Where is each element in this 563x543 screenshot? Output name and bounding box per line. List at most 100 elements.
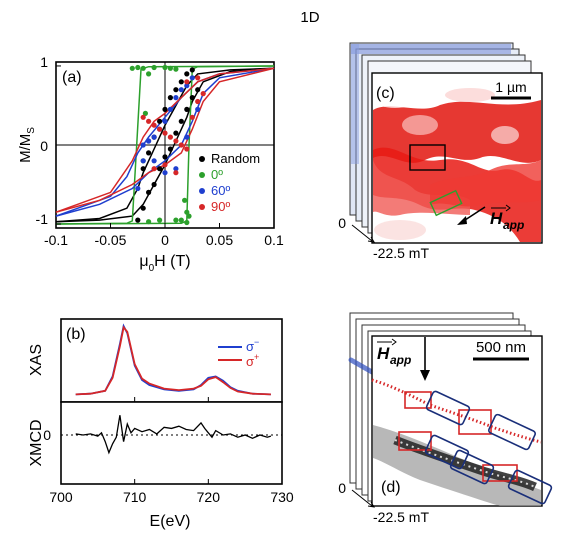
- data-point: [151, 64, 157, 71]
- panel-d-image-stack: 500 nm H app (d) 0 -22.5 mT: [338, 312, 553, 525]
- data-point: [146, 219, 152, 225]
- y-tick-label: -1: [36, 211, 49, 227]
- panel-d-arrowhead-icon: [420, 370, 430, 381]
- legend-sigma-minus: σ−: [246, 337, 259, 354]
- panel-a-xlabel: μ0H (T): [139, 253, 190, 274]
- data-point: [151, 134, 157, 140]
- data-point: [146, 138, 152, 144]
- legend-marker: [199, 172, 205, 178]
- panel-b-ylabel-xas: XAS: [28, 344, 45, 376]
- data-point: [189, 67, 195, 73]
- svg-text:app: app: [390, 353, 411, 367]
- x-tick-label: 0.05: [206, 232, 233, 248]
- data-point: [184, 134, 190, 140]
- data-point: [173, 138, 179, 144]
- data-point: [184, 79, 190, 85]
- legend-label: 0º: [211, 167, 223, 182]
- data-point: [173, 217, 179, 223]
- panel-c-arrowhead-icon: [457, 216, 467, 225]
- svg-text:H: H: [377, 344, 390, 363]
- data-point: [173, 66, 179, 72]
- figure-label: 1D: [300, 9, 319, 26]
- data-point: [146, 189, 152, 195]
- stack-blue-edges: [351, 44, 511, 164]
- data-point: [178, 217, 184, 223]
- panel-b-ytick-zero: 0: [43, 427, 51, 443]
- panel-d-scale-label: 500 nm: [476, 339, 526, 356]
- data-point: [140, 166, 146, 172]
- panel-d-stack-field: -22.5 mT: [373, 509, 429, 525]
- data-point: [162, 118, 168, 124]
- data-point: [173, 170, 179, 176]
- panel-d-stack-axis-arrow-icon: [367, 501, 375, 508]
- panel-c-stack-field: -22.5 mT: [373, 245, 429, 261]
- data-point: [184, 219, 190, 226]
- data-point: [189, 95, 195, 101]
- svg-text:app: app: [503, 218, 524, 232]
- panel-b-xlabel: E(eV): [150, 513, 191, 530]
- data-point: [200, 91, 206, 97]
- legend-marker: [199, 156, 205, 162]
- data-point: [184, 209, 190, 215]
- x-tick-label: 710: [123, 489, 147, 505]
- panel-b-label: (b): [66, 326, 86, 343]
- hysteresis-curve: [55, 67, 275, 223]
- data-point: [140, 142, 146, 148]
- xmcd-line: [75, 415, 272, 455]
- panel-c-stack-axis-arrow-icon: [367, 236, 375, 243]
- panel-c-stack-zero: 0: [338, 215, 346, 231]
- panel-c-green-box: [429, 189, 463, 217]
- data-point: [195, 98, 201, 105]
- data-point: [151, 122, 157, 128]
- data-point: [162, 130, 168, 136]
- panel-d-label: (d): [381, 479, 401, 496]
- data-point: [167, 134, 173, 140]
- data-point: [167, 95, 173, 101]
- data-point: [142, 110, 148, 116]
- data-point: [162, 162, 168, 168]
- data-point: [140, 114, 146, 120]
- data-point: [140, 65, 146, 71]
- data-point: [184, 71, 190, 77]
- hysteresis-curve: [55, 67, 275, 217]
- x-tick-label: 700: [49, 489, 73, 505]
- data-point: [184, 106, 190, 112]
- data-point: [182, 197, 188, 203]
- data-point: [184, 146, 190, 152]
- data-point: [151, 166, 157, 172]
- panel-c-field-label: H app: [490, 204, 524, 232]
- x-tick-label: -0.05: [95, 232, 127, 248]
- panel-c-scale-label: 1 µm: [495, 79, 526, 95]
- hysteresis-curve: [55, 67, 275, 213]
- data-point: [195, 106, 201, 112]
- panel-b-spectra: 700 710 720 730 (b) σ− σ+ XAS XMCD 0 E(eV): [28, 318, 294, 530]
- data-point: [178, 142, 184, 148]
- panel-a-points: [129, 64, 206, 226]
- panel-b-lines: [75, 323, 272, 455]
- data-point: [162, 170, 168, 176]
- data-point: [167, 106, 173, 112]
- panel-a-curves: [55, 65, 275, 225]
- panel-d-grain-band: [373, 425, 541, 506]
- panel-d-field-label: H app: [377, 338, 411, 367]
- y-tick-label: 1: [40, 54, 48, 70]
- panel-d-stack-axis: [351, 489, 373, 507]
- panel-c-label: (c): [376, 85, 395, 102]
- data-point: [157, 166, 163, 172]
- data-point: [162, 106, 168, 112]
- data-point: [167, 65, 173, 71]
- panel-d-stack-zero: 0: [338, 480, 346, 496]
- x-tick-label: 0.1: [264, 232, 284, 248]
- data-point: [173, 130, 179, 136]
- panel-a-ylabel: M/MS: [17, 127, 37, 163]
- legend-sigma-plus: σ+: [246, 352, 259, 369]
- data-point: [146, 118, 152, 124]
- data-point: [189, 114, 195, 120]
- panel-b-xmcd-frame: [60, 401, 283, 485]
- data-point: [195, 87, 201, 93]
- y-tick-label: 0: [40, 138, 48, 154]
- panel-a-label: (a): [62, 69, 82, 86]
- svg-text:H: H: [490, 209, 503, 228]
- data-point: [184, 83, 190, 89]
- panel-a-hysteresis: -0.1 -0.05 0 0.05 0.1 1 0 -1 (a) Random0º60º90º…: [17, 54, 284, 274]
